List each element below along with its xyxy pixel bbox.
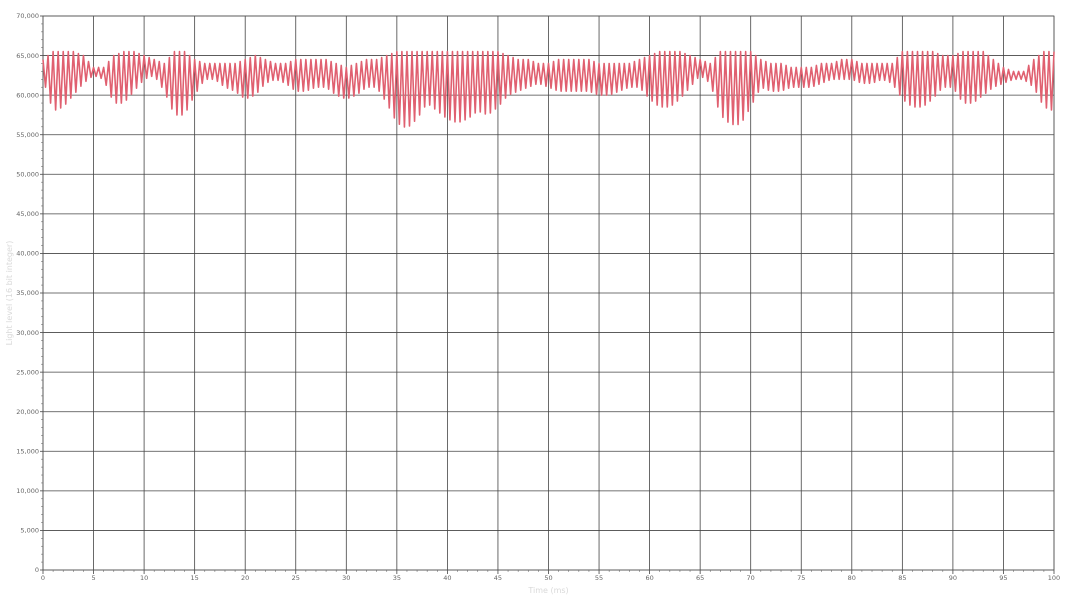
x-tick-label: 75 [797,574,805,582]
x-tick-label: 35 [393,574,401,582]
x-tick-label: 95 [999,574,1007,582]
y-tick-label: 45,000 [16,210,39,218]
x-tick-label: 65 [696,574,704,582]
x-axis-title: Time (ms) [527,586,568,595]
y-tick-label: 35,000 [16,289,39,297]
x-tick-label: 85 [898,574,906,582]
plot-frame [42,15,1055,571]
x-tick-label: 45 [494,574,502,582]
x-tick-label: 10 [140,574,148,582]
light-level-series-line [42,50,1055,128]
y-tick-label: 40,000 [16,250,39,258]
x-tick-labels: 0 5 10 15 20 25 30 35 40 45 50 55 60 65 70 75 80 85 90 95 10… [41,574,1060,582]
y-tick-label: 5,000 [20,527,39,535]
x-tick-label: 20 [241,574,249,582]
x-tick-label: 50 [544,574,552,582]
y-tick-label: 30,000 [16,329,39,337]
y-tick-label: 25,000 [16,368,39,376]
x-tick-label: 0 [41,574,45,582]
x-tick-label: 90 [949,574,957,582]
y-tick-label: 65,000 [16,52,39,60]
y-tick-label: 70,000 [16,12,39,20]
y-tick-label: 15,000 [16,447,39,455]
y-tick-label: 20,000 [16,408,39,416]
minor-ticks [41,23,1045,572]
x-tick-label: 25 [292,574,300,582]
y-axis-title: Light level (16 bit integer) [5,241,14,346]
x-tick-label: 40 [443,574,451,582]
y-tick-labels: 0 5,000 10,000 15,000 20,000 25,000 30,000 35,0… [16,12,39,574]
y-tick-label: 0 [35,566,39,574]
x-tick-label: 5 [91,574,95,582]
y-tick-label: 55,000 [16,131,39,139]
y-tick-label: 10,000 [16,487,39,495]
x-tick-label: 70 [747,574,755,582]
x-tick-label: 60 [645,574,653,582]
x-tick-label: 80 [848,574,856,582]
y-tick-label: 60,000 [16,91,39,99]
y-tick-label: 50,000 [16,170,39,178]
x-tick-label: 55 [595,574,603,582]
x-tick-label: 100 [1048,574,1060,582]
series-layer [42,50,1055,128]
x-tick-label: 30 [342,574,350,582]
x-tick-label: 15 [191,574,199,582]
